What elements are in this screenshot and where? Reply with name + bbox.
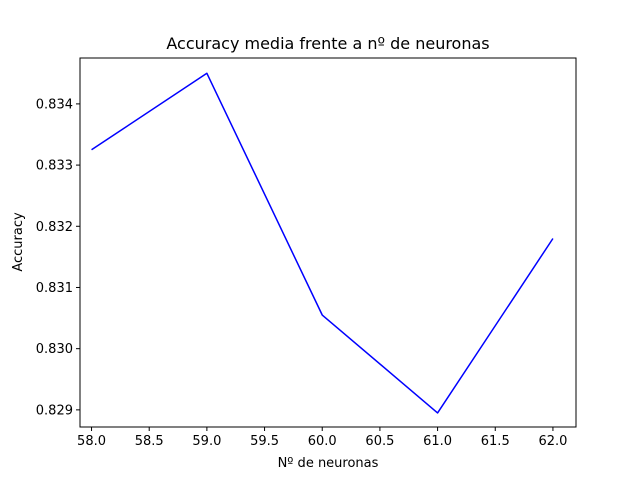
plot-frame [79, 57, 577, 428]
x-tick-label: 61.5 [481, 434, 510, 449]
x-tick-label: 58.5 [135, 434, 164, 449]
x-axis-label: Nº de neuronas [278, 456, 379, 471]
x-tick-label: 59.0 [192, 434, 221, 449]
x-tick-label: 59.5 [250, 434, 279, 449]
x-tick-label: 60.0 [308, 434, 337, 449]
y-tick-label: 0.829 [36, 403, 73, 418]
x-axis: 58.0 58.5 59.0 59.5 60.0 60.5 61.0 61.5 62.0 [77, 427, 567, 449]
y-tick-label: 0.832 [36, 220, 73, 235]
y-tick-label: 0.831 [36, 281, 73, 296]
y-axis-label: Accuracy [11, 212, 26, 272]
x-tick-label: 62.0 [538, 434, 567, 449]
y-tick-label: 0.830 [36, 342, 73, 357]
y-axis: 0.829 0.830 0.831 0.832 0.833 0.834 [36, 97, 80, 418]
chart-title: Accuracy media frente a nº de neuronas [166, 34, 489, 53]
series-line-1 [91, 72, 554, 414]
x-tick-label: 61.0 [423, 434, 452, 449]
y-tick-label: 0.833 [36, 159, 73, 174]
x-tick-label: 58.0 [77, 434, 106, 449]
x-tick-label: 60.5 [365, 434, 394, 449]
series-layer [91, 72, 554, 414]
plot-area [80, 58, 576, 427]
y-tick-label: 0.834 [36, 97, 73, 112]
